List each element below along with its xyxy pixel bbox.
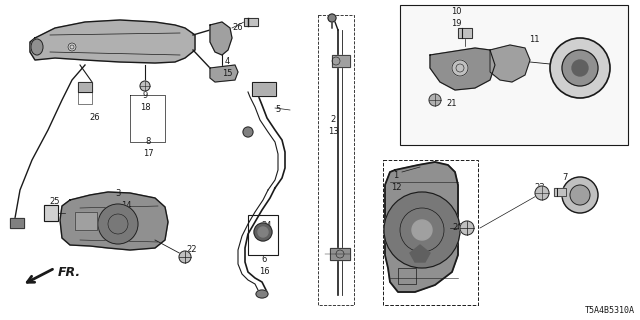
- Bar: [330, 248, 350, 260]
- Bar: [10, 218, 24, 228]
- Bar: [332, 55, 350, 67]
- Circle shape: [140, 81, 150, 91]
- Text: 26: 26: [233, 23, 243, 33]
- Bar: [554, 188, 566, 196]
- Text: 13: 13: [328, 127, 339, 137]
- Text: 5: 5: [275, 106, 280, 115]
- Polygon shape: [410, 245, 430, 262]
- Text: 26: 26: [90, 114, 100, 123]
- Bar: [458, 28, 472, 38]
- Bar: [78, 92, 92, 104]
- Bar: [383, 160, 478, 305]
- Circle shape: [412, 220, 432, 240]
- Text: 15: 15: [221, 69, 232, 78]
- Polygon shape: [210, 22, 232, 55]
- Bar: [44, 205, 58, 221]
- Bar: [554, 188, 566, 196]
- Bar: [78, 82, 92, 92]
- Circle shape: [429, 94, 441, 106]
- Circle shape: [550, 38, 610, 98]
- Text: 3: 3: [115, 188, 121, 197]
- Ellipse shape: [256, 290, 268, 298]
- Circle shape: [258, 227, 268, 237]
- Text: 1: 1: [394, 171, 399, 180]
- Text: 8: 8: [145, 138, 150, 147]
- Bar: [458, 28, 472, 38]
- Bar: [252, 82, 276, 96]
- Circle shape: [98, 204, 138, 244]
- Text: 24: 24: [262, 220, 272, 229]
- Bar: [44, 205, 58, 221]
- Text: 10: 10: [451, 7, 461, 17]
- Bar: [252, 82, 276, 96]
- Bar: [400, 5, 628, 145]
- Bar: [332, 55, 350, 67]
- Circle shape: [562, 50, 598, 86]
- Text: 23: 23: [534, 183, 545, 193]
- Circle shape: [254, 223, 272, 241]
- Bar: [244, 18, 258, 26]
- Text: 11: 11: [529, 36, 540, 44]
- Text: 19: 19: [451, 20, 461, 28]
- Circle shape: [460, 221, 474, 235]
- Text: 16: 16: [259, 267, 269, 276]
- Bar: [330, 248, 350, 260]
- Bar: [75, 212, 97, 230]
- Circle shape: [243, 127, 253, 137]
- Polygon shape: [490, 45, 530, 82]
- Text: 7: 7: [563, 173, 568, 182]
- Bar: [78, 82, 92, 92]
- Text: 9: 9: [142, 91, 148, 100]
- Circle shape: [535, 186, 549, 200]
- Text: 17: 17: [143, 149, 154, 158]
- Circle shape: [68, 43, 76, 51]
- Text: 4: 4: [225, 58, 230, 67]
- Bar: [398, 268, 416, 284]
- Circle shape: [328, 14, 336, 22]
- Bar: [244, 18, 258, 26]
- Ellipse shape: [31, 39, 43, 55]
- Polygon shape: [60, 192, 168, 250]
- Text: 21: 21: [447, 99, 457, 108]
- Polygon shape: [385, 162, 458, 292]
- Text: 18: 18: [140, 103, 150, 113]
- Circle shape: [452, 60, 468, 76]
- Circle shape: [384, 192, 460, 268]
- Bar: [75, 212, 97, 230]
- Text: FR.: FR.: [58, 266, 81, 278]
- Circle shape: [179, 251, 191, 263]
- Text: T5A4B5310A: T5A4B5310A: [585, 306, 635, 315]
- Polygon shape: [430, 48, 495, 90]
- Bar: [318, 15, 354, 305]
- Bar: [10, 218, 24, 228]
- Polygon shape: [210, 65, 238, 82]
- Bar: [248, 215, 278, 255]
- Text: 20: 20: [452, 223, 463, 233]
- Text: 22: 22: [187, 244, 197, 253]
- Text: 6: 6: [261, 254, 267, 263]
- Text: 2: 2: [330, 116, 335, 124]
- Text: 12: 12: [391, 183, 401, 193]
- Text: 14: 14: [121, 201, 131, 210]
- Polygon shape: [30, 20, 195, 63]
- Circle shape: [562, 177, 598, 213]
- Text: 25: 25: [50, 197, 60, 206]
- Circle shape: [572, 60, 588, 76]
- Circle shape: [570, 185, 590, 205]
